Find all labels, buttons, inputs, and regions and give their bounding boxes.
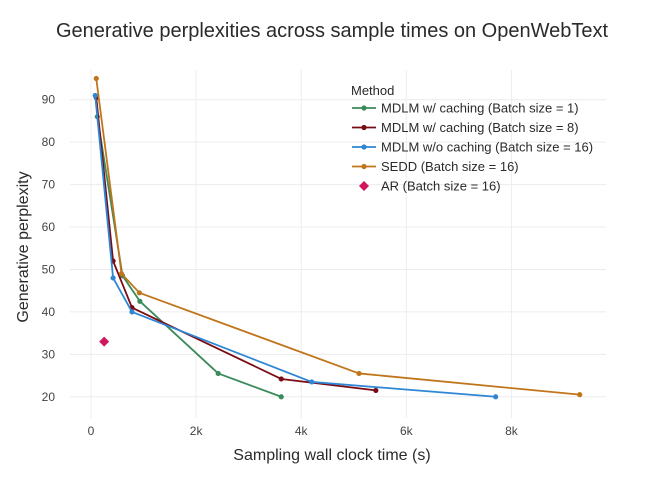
series-mdlm-w-caching-batch-size-8 bbox=[93, 94, 379, 394]
x-axis-title: Sampling wall clock time (s) bbox=[233, 447, 430, 464]
series-layer bbox=[92, 75, 583, 400]
legend-item[interactable]: MDLM w/o caching (Batch size = 16) bbox=[352, 140, 593, 155]
legend-item[interactable]: MDLM w/ caching (Batch size = 1) bbox=[352, 101, 579, 116]
legend-swatch-marker bbox=[361, 163, 367, 170]
legend-item[interactable]: AR (Batch size = 16) bbox=[359, 179, 501, 194]
chart-title: Generative perplexities across sample ti… bbox=[56, 20, 609, 42]
legend: Method MDLM w/ caching (Batch size = 1) M… bbox=[351, 83, 593, 194]
x-tick-label: 2k bbox=[190, 424, 204, 438]
data-point bbox=[309, 379, 315, 385]
x-tick-label: 0 bbox=[88, 424, 95, 438]
y-tick-label: 50 bbox=[42, 262, 56, 276]
series-line bbox=[95, 97, 376, 392]
legend-label: MDLM w/o caching (Batch size = 16) bbox=[381, 140, 593, 155]
legend-swatch-marker bbox=[361, 144, 367, 150]
series-mdlm-w-caching-batch-size-1 bbox=[94, 114, 284, 400]
series-mdlm-w-o-caching-batch-size-16 bbox=[92, 92, 499, 400]
data-point bbox=[278, 376, 284, 382]
data-point bbox=[110, 275, 116, 281]
series-ar-batch-size-16 bbox=[99, 336, 110, 347]
data-point bbox=[93, 75, 99, 82]
axis-ticks: 20 30 40 50 60 70 80 90 0 2k 4k 6k 8k bbox=[42, 93, 519, 438]
data-point bbox=[118, 271, 125, 277]
x-tick-label: 8k bbox=[505, 424, 519, 438]
data-point bbox=[92, 92, 98, 99]
data-point bbox=[278, 394, 284, 400]
data-point bbox=[215, 370, 221, 377]
y-tick-label: 70 bbox=[42, 178, 56, 192]
legend-swatch-diamond bbox=[359, 181, 369, 191]
y-tick-label: 80 bbox=[42, 135, 56, 149]
legend-label: AR (Batch size = 16) bbox=[381, 179, 501, 194]
legend-label: SEDD (Batch size = 16) bbox=[381, 159, 519, 174]
data-point bbox=[373, 387, 379, 394]
legend-swatch-marker bbox=[361, 105, 367, 111]
series-sedd-batch-size-16 bbox=[93, 75, 583, 398]
legend-title: Method bbox=[351, 83, 394, 98]
data-point bbox=[356, 370, 362, 377]
y-tick-label: 40 bbox=[42, 305, 56, 319]
x-tick-label: 6k bbox=[400, 424, 414, 438]
legend-item[interactable]: MDLM w/ caching (Batch size = 8) bbox=[352, 120, 579, 135]
y-tick-label: 20 bbox=[42, 390, 56, 404]
legend-label: MDLM w/ caching (Batch size = 8) bbox=[381, 120, 579, 135]
y-tick-label: 60 bbox=[42, 220, 56, 234]
data-point bbox=[493, 394, 499, 400]
x-tick-label: 4k bbox=[295, 424, 309, 438]
legend-item[interactable]: SEDD (Batch size = 16) bbox=[352, 159, 519, 174]
data-point bbox=[137, 298, 143, 304]
legend-label: MDLM w/ caching (Batch size = 1) bbox=[381, 101, 579, 116]
data-point-diamond bbox=[99, 336, 110, 347]
grid-lines bbox=[70, 70, 606, 418]
y-tick-label: 90 bbox=[42, 93, 56, 107]
y-axis-title: Generative perplexity bbox=[15, 171, 32, 322]
data-point bbox=[129, 309, 135, 315]
data-point bbox=[136, 290, 142, 296]
y-tick-label: 30 bbox=[42, 347, 56, 361]
legend-swatch-marker bbox=[361, 124, 367, 131]
data-point bbox=[577, 392, 583, 398]
